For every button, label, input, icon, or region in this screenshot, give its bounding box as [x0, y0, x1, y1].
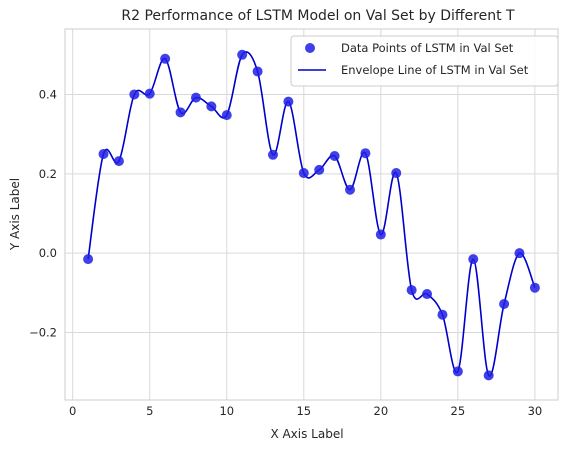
data-point [175, 107, 186, 118]
x-tick-label: 30 [528, 404, 543, 418]
data-point [360, 148, 371, 159]
data-point [329, 150, 340, 161]
data-point [314, 164, 325, 175]
data-point [483, 370, 494, 381]
y-tick-label: −0.2 [29, 326, 57, 340]
envelope-line [87, 51, 536, 377]
data-point [237, 49, 248, 60]
data-point [252, 66, 263, 77]
data-point [514, 248, 525, 259]
data-point [452, 366, 463, 377]
legend-label-points: Data Points of LSTM in Val Set [341, 41, 514, 55]
data-point [437, 309, 448, 320]
data-point [406, 285, 417, 296]
x-tick-label: 20 [374, 404, 389, 418]
y-ticks: −0.2 0.0 0.2 0.4 [29, 87, 57, 339]
data-point [298, 168, 309, 179]
legend: Data Points of LSTM in Val Set Envelope … [290, 35, 559, 87]
data-point [267, 149, 278, 160]
data-point [345, 184, 356, 195]
x-axis-label: X Axis Label [270, 427, 343, 441]
y-tick-label: 0.2 [39, 167, 57, 181]
legend-marker-points [305, 43, 315, 53]
legend-box [290, 35, 559, 87]
x-tick-label: 5 [146, 404, 153, 418]
data-point [98, 148, 109, 159]
data-point [499, 298, 510, 309]
legend-label-line: Envelope Line of LSTM in Val Set [341, 63, 529, 77]
y-axis-label: Y Axis Label [8, 178, 22, 251]
data-point [422, 289, 433, 300]
x-tick-label: 15 [296, 404, 311, 418]
data-point [391, 168, 402, 179]
series-layer [83, 49, 540, 381]
data-point [144, 88, 155, 99]
data-point [375, 229, 386, 240]
x-ticks: 0 5 10 15 20 25 30 [69, 404, 542, 418]
data-point [113, 156, 124, 167]
x-tick-label: 10 [219, 404, 234, 418]
data-point [206, 101, 217, 112]
x-tick-label: 0 [69, 404, 76, 418]
plot-frame [64, 28, 559, 401]
data-point [160, 53, 171, 64]
data-point [283, 96, 294, 107]
y-tick-label: 0.4 [39, 87, 57, 101]
data-point [529, 282, 540, 293]
y-tick-label: 0.0 [39, 246, 57, 260]
data-point [190, 92, 201, 103]
chart-title: R2 Performance of LSTM Model on Val Set … [121, 8, 515, 24]
data-point [468, 254, 479, 265]
data-point [129, 89, 140, 100]
x-tick-label: 25 [451, 404, 466, 418]
data-point [221, 110, 232, 121]
data-point [83, 254, 94, 265]
